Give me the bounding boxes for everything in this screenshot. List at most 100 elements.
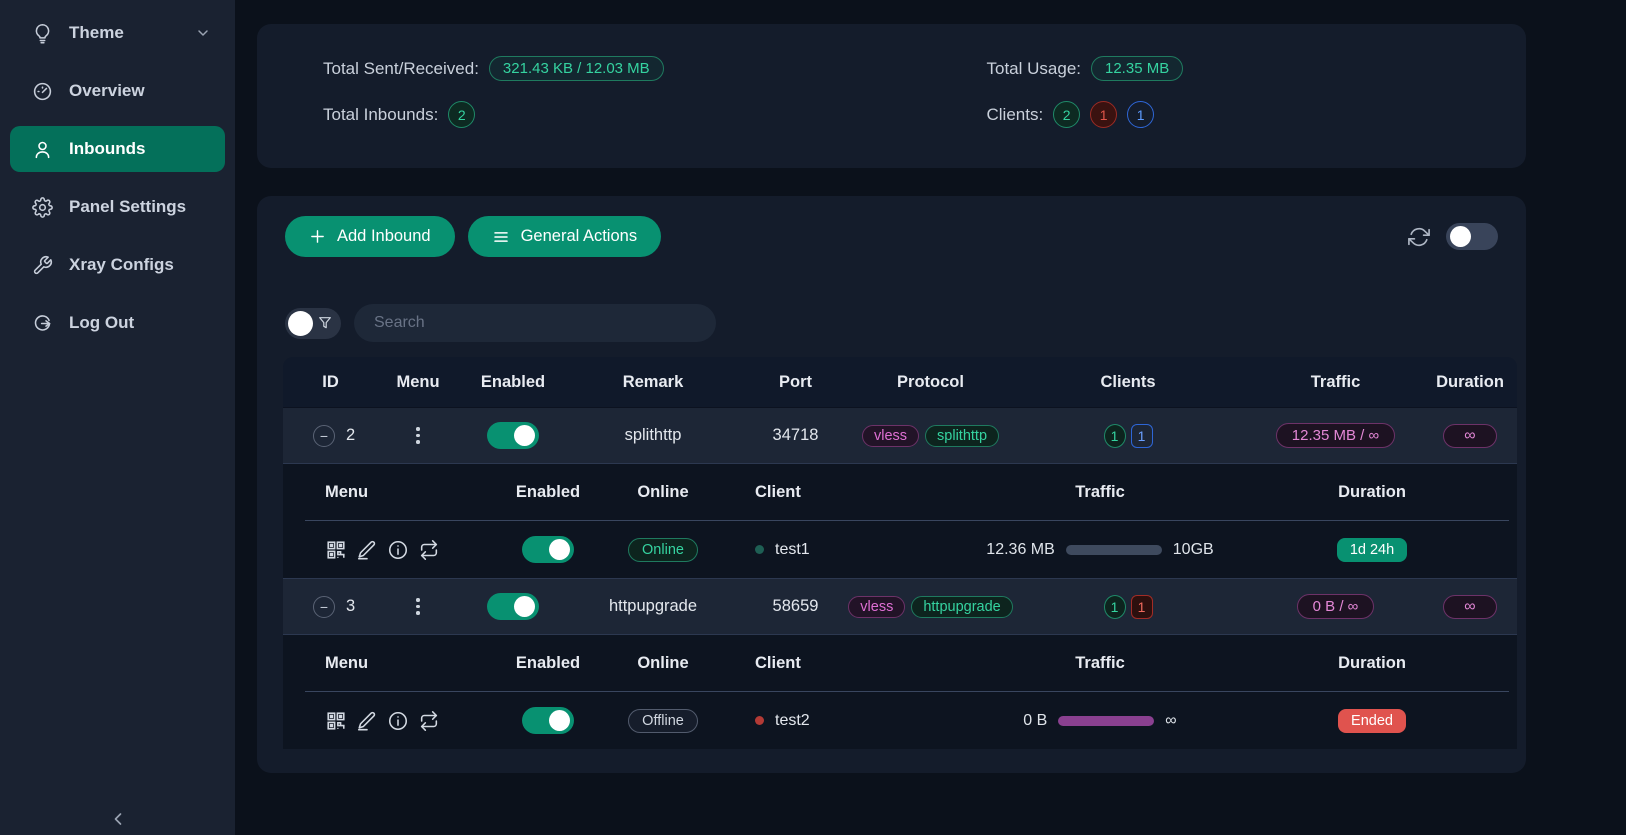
sidebar-item-theme[interactable]: Theme bbox=[10, 10, 225, 56]
collapse-row-button[interactable]: − bbox=[313, 595, 335, 618]
toggle-knob bbox=[549, 710, 570, 731]
clients-deactivated-badge: 1 bbox=[1090, 101, 1118, 128]
client-count-red-badge: 1 bbox=[1130, 594, 1153, 619]
reset-traffic-icon[interactable] bbox=[418, 539, 440, 561]
sidebar-item-label: Overview bbox=[69, 81, 145, 100]
col-duration: Duration bbox=[1436, 372, 1504, 391]
col-port: Port bbox=[779, 372, 812, 391]
sidebar-item-label: Log Out bbox=[69, 313, 135, 332]
inbound-enabled-toggle[interactable] bbox=[487, 593, 539, 620]
total-usage-value-badge: 12.35 MB bbox=[1091, 56, 1184, 81]
stat-total-inbounds: Total Inbounds: 2 bbox=[323, 101, 925, 128]
stat-total-usage: Total Usage: 12.35 MB bbox=[987, 56, 1527, 81]
client-enabled-toggle[interactable] bbox=[522, 707, 574, 734]
sidebar-item-inbounds[interactable]: Inbounds bbox=[10, 126, 225, 172]
toggle-knob bbox=[514, 596, 535, 617]
plus-icon bbox=[309, 228, 326, 245]
edit-icon[interactable] bbox=[356, 710, 378, 732]
add-inbound-label: Add Inbound bbox=[337, 227, 431, 245]
row-menu-button[interactable] bbox=[416, 598, 420, 615]
col-enabled: Enabled bbox=[515, 653, 581, 672]
col-enabled: Enabled bbox=[480, 372, 546, 391]
client-status-dot bbox=[755, 545, 764, 554]
sidebar-item-label: Xray Configs bbox=[69, 255, 174, 274]
transport-badge: httpupgrade bbox=[911, 595, 1013, 618]
filter-toggle[interactable] bbox=[285, 307, 341, 339]
inbound-duration-badge: ∞ bbox=[1443, 594, 1497, 619]
stat-sent-received: Total Sent/Received: 321.43 KB / 12.03 M… bbox=[323, 56, 925, 81]
client-status-dot bbox=[755, 716, 764, 725]
sidebar-item-overview[interactable]: Overview bbox=[10, 68, 225, 114]
protocol-badge: vless bbox=[848, 595, 906, 618]
wrench-icon bbox=[32, 255, 53, 276]
logout-icon bbox=[32, 313, 53, 334]
inbound-enabled-toggle[interactable] bbox=[487, 422, 539, 449]
gauge-icon bbox=[32, 81, 53, 102]
row-menu-button[interactable] bbox=[416, 427, 420, 444]
search-row bbox=[285, 304, 1498, 342]
add-inbound-button[interactable]: Add Inbound bbox=[285, 216, 455, 257]
sidebar-item-panel-settings[interactable]: Panel Settings bbox=[10, 184, 225, 230]
inbound-duration-badge: ∞ bbox=[1443, 423, 1497, 448]
auto-refresh-toggle[interactable] bbox=[1446, 223, 1498, 250]
search-input[interactable] bbox=[354, 304, 716, 342]
toggle-knob bbox=[288, 310, 313, 336]
sent-received-value-badge: 321.43 KB / 12.03 MB bbox=[488, 56, 664, 81]
table-header-row: ID Menu Enabled Remark Port Protocol Cli… bbox=[283, 357, 1517, 407]
transport-badge: splithttp bbox=[925, 424, 1000, 447]
col-online: Online bbox=[637, 653, 689, 672]
client-row: Online test1 12.36 MB 10GB 1d 24h bbox=[283, 521, 1517, 578]
info-icon[interactable] bbox=[387, 539, 409, 561]
sidebar-collapse-button[interactable] bbox=[108, 809, 128, 829]
traffic-progress-bar bbox=[1058, 715, 1155, 726]
sidebar-item-xray-configs[interactable]: Xray Configs bbox=[10, 242, 225, 288]
user-icon bbox=[32, 139, 53, 160]
collapse-row-button[interactable]: − bbox=[313, 424, 335, 447]
client-count-green-badge: 1 bbox=[1103, 423, 1126, 448]
client-count-green-badge: 1 bbox=[1103, 594, 1126, 619]
col-menu: Menu bbox=[325, 482, 369, 501]
col-remark: Remark bbox=[622, 372, 684, 391]
inbound-row[interactable]: − 2 splithttp 34718 vless splithttp 1 1 … bbox=[283, 407, 1517, 463]
client-row: Offline test2 0 B ∞ Ended bbox=[283, 692, 1517, 749]
toggle-knob bbox=[1450, 226, 1471, 247]
chevron-left-icon bbox=[108, 809, 128, 829]
col-protocol: Protocol bbox=[897, 372, 964, 391]
toolbar-right bbox=[1408, 223, 1498, 250]
client-enabled-toggle[interactable] bbox=[522, 536, 574, 563]
stat-label: Total Inbounds: bbox=[323, 104, 439, 124]
col-client: Client bbox=[755, 482, 801, 501]
gear-icon bbox=[32, 196, 53, 218]
main-content: Total Sent/Received: 321.43 KB / 12.03 M… bbox=[235, 0, 1626, 835]
col-clients: Clients bbox=[1100, 372, 1156, 391]
qr-code-icon[interactable] bbox=[325, 710, 347, 732]
info-icon[interactable] bbox=[387, 710, 409, 732]
inbound-id: 3 bbox=[346, 597, 356, 615]
toolbar: Add Inbound General Actions bbox=[257, 216, 1526, 257]
sidebar-item-label: Theme bbox=[69, 23, 124, 42]
inbound-traffic-badge: 12.35 MB / ∞ bbox=[1275, 423, 1396, 448]
lightbulb-icon bbox=[32, 23, 53, 44]
inbound-port: 58659 bbox=[772, 597, 819, 615]
inbounds-card: Add Inbound General Actions bbox=[257, 196, 1526, 773]
client-traffic-used: 0 B bbox=[1023, 711, 1048, 729]
client-name: test2 bbox=[775, 711, 810, 729]
chevron-down-icon bbox=[195, 25, 211, 41]
col-traffic: Traffic bbox=[1075, 482, 1125, 501]
inbound-traffic-badge: 0 B / ∞ bbox=[1296, 594, 1375, 619]
client-status-badge: Online bbox=[628, 537, 698, 562]
toggle-knob bbox=[514, 425, 535, 446]
clients-header-row: Menu Enabled Online Client Traffic Durat… bbox=[283, 635, 1517, 691]
col-client: Client bbox=[755, 653, 801, 672]
edit-icon[interactable] bbox=[356, 539, 378, 561]
qr-code-icon[interactable] bbox=[325, 539, 347, 561]
menu-lines-icon bbox=[492, 228, 510, 246]
refresh-icon[interactable] bbox=[1408, 226, 1430, 248]
traffic-progress-bar bbox=[1065, 544, 1162, 555]
inbound-row[interactable]: − 3 httpupgrade 58659 vless httpupgrade … bbox=[283, 578, 1517, 634]
stat-clients: Clients: 2 1 1 bbox=[987, 101, 1527, 128]
general-actions-button[interactable]: General Actions bbox=[467, 216, 662, 257]
sidebar-item-log-out[interactable]: Log Out bbox=[10, 300, 225, 346]
reset-traffic-icon[interactable] bbox=[418, 710, 440, 732]
clients-header-row: Menu Enabled Online Client Traffic Durat… bbox=[283, 464, 1517, 520]
